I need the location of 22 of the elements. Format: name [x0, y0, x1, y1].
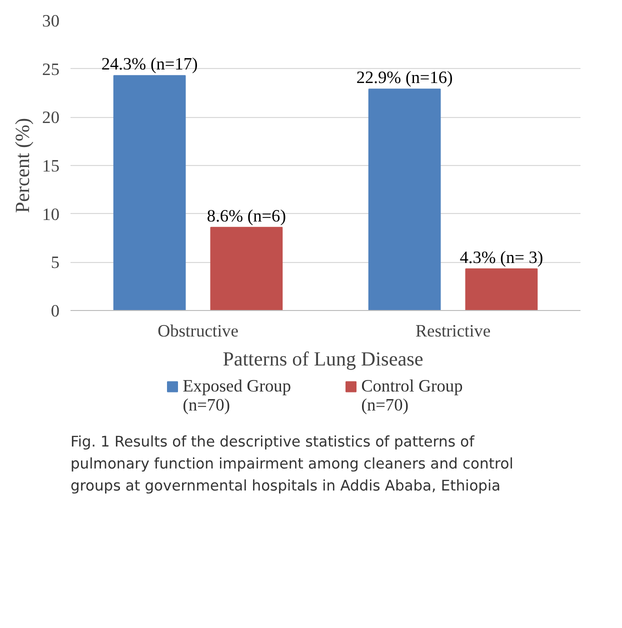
data-label: 22.9% (n=16): [356, 68, 453, 88]
y-tick-label: 20: [42, 108, 60, 128]
x-tick-label: Restrictive: [415, 322, 491, 340]
data-label: 24.3% (n=17): [101, 54, 198, 74]
y-tick-label: 5: [50, 253, 60, 272]
y-tick-label: 0: [50, 302, 60, 320]
bar: [113, 75, 186, 310]
data-label: 8.6% (n=6): [206, 206, 286, 226]
x-tick-label: Obstructive: [158, 322, 239, 340]
bar: [210, 226, 283, 310]
y-axis-title: Percent (%): [12, 118, 34, 213]
bar: [465, 268, 538, 310]
y-tick-label: 10: [42, 204, 60, 224]
data-label: 4.3% (n= 3): [460, 248, 544, 267]
legend-label: Control Group (n=70): [361, 376, 463, 415]
legend-label: Exposed Group (n=70): [182, 376, 291, 415]
y-tick-label: 25: [42, 60, 60, 79]
y-tick-label: 15: [42, 156, 60, 176]
caption: Fig. 1 Results of the descriptive statistics of patterns of pulmonary function impairment among cleaners and control groups at governmental hospitals in Addis Ababa, Ethiopia: [70, 434, 514, 494]
x-axis-title: Patterns of Lung Disease: [222, 348, 424, 370]
y-tick-label: 30: [42, 12, 60, 30]
bar: [368, 88, 441, 310]
